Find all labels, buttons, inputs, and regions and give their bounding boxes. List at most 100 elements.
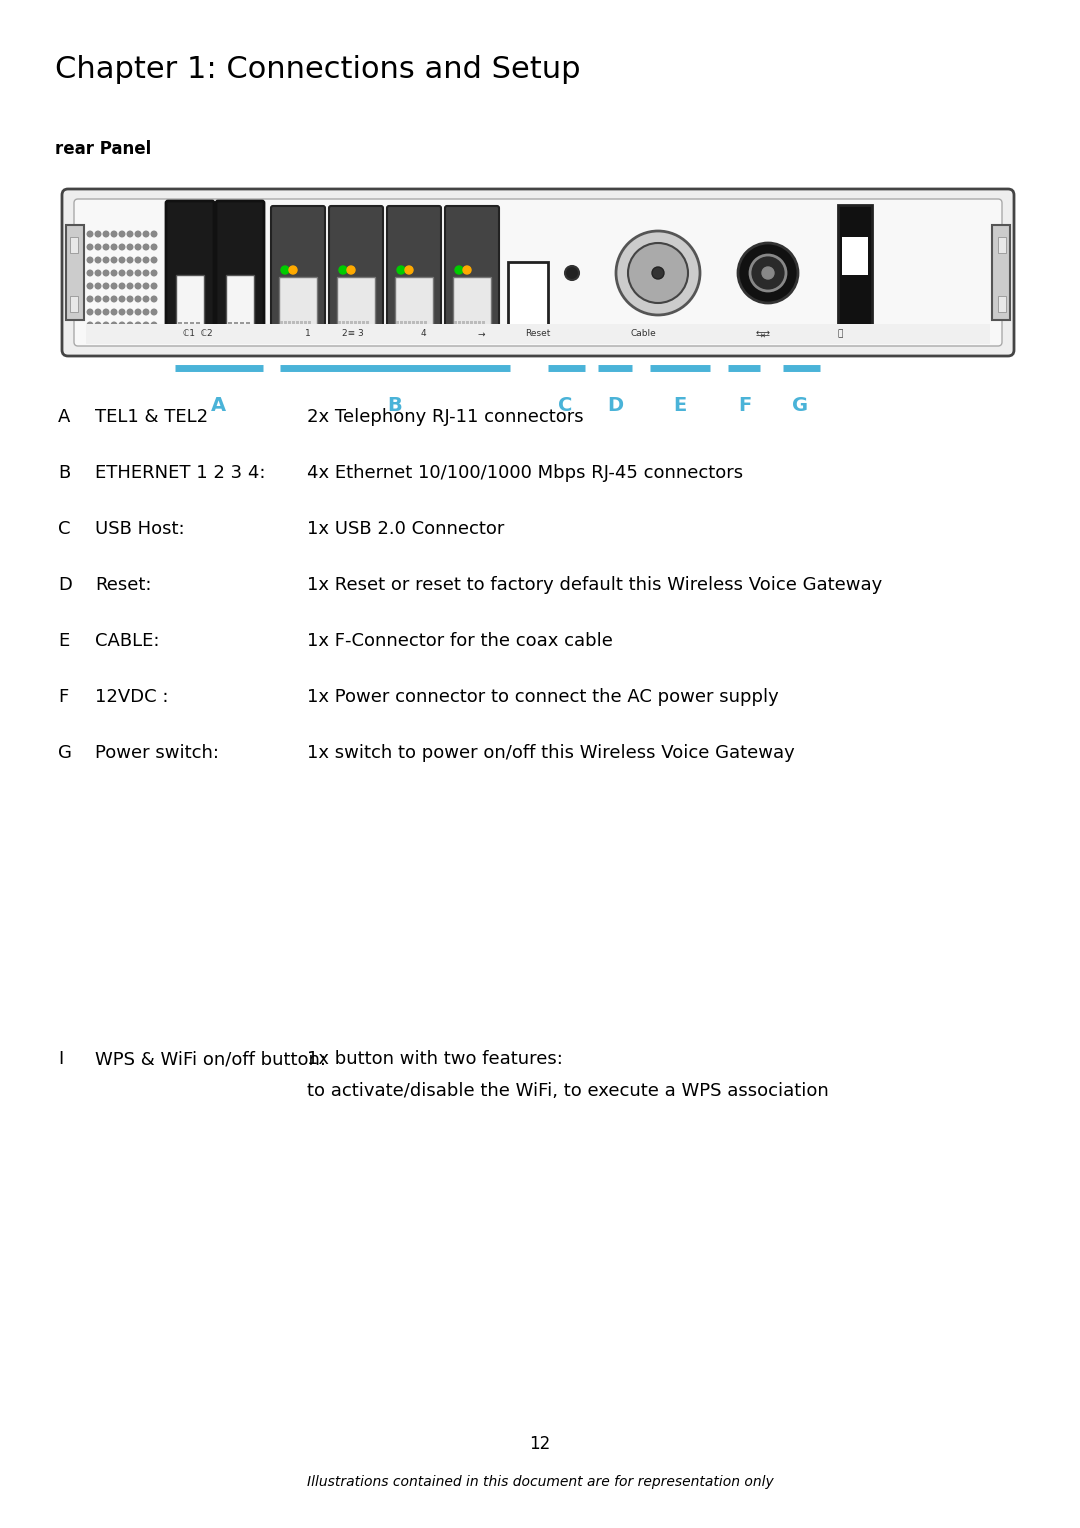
FancyBboxPatch shape	[62, 189, 1014, 356]
Bar	[474, 321, 477, 329]
Bar	[416, 321, 419, 329]
Text: E: E	[58, 633, 69, 649]
Circle shape	[144, 283, 149, 289]
Bar	[350, 321, 353, 329]
Text: B: B	[58, 465, 70, 481]
Text: 4: 4	[420, 330, 426, 339]
Circle shape	[95, 244, 100, 249]
Circle shape	[135, 335, 140, 341]
Circle shape	[111, 244, 117, 249]
Bar	[998, 296, 1005, 312]
Text: F: F	[58, 688, 68, 706]
Bar	[357, 321, 361, 329]
Text: A: A	[211, 396, 226, 416]
Circle shape	[463, 266, 471, 274]
Circle shape	[151, 283, 157, 289]
Circle shape	[151, 322, 157, 329]
Circle shape	[127, 257, 133, 263]
Text: ETHERNET 1 2 3 4:: ETHERNET 1 2 3 4:	[95, 465, 266, 481]
Text: 4x Ethernet 10/100/1000 Mbps RJ-45 connectors: 4x Ethernet 10/100/1000 Mbps RJ-45 conne…	[307, 465, 743, 481]
Circle shape	[652, 267, 664, 280]
Circle shape	[135, 283, 140, 289]
Circle shape	[144, 257, 149, 263]
Text: TEL1 & TEL2: TEL1 & TEL2	[95, 408, 208, 426]
Bar	[462, 321, 465, 329]
Circle shape	[119, 270, 125, 275]
Bar	[308, 321, 311, 329]
Text: ℂ1  ℂ2: ℂ1 ℂ2	[184, 330, 213, 339]
Bar	[176, 275, 204, 330]
Circle shape	[616, 231, 700, 315]
Bar	[424, 321, 427, 329]
Text: 1x button with two features:: 1x button with two features:	[307, 1050, 563, 1068]
Bar	[395, 277, 433, 327]
Bar	[842, 237, 868, 275]
Text: WPS & WiFi on/off button:: WPS & WiFi on/off button:	[95, 1050, 326, 1068]
Circle shape	[95, 309, 100, 315]
Circle shape	[127, 309, 133, 315]
Text: Reset:: Reset:	[95, 576, 151, 594]
Bar	[178, 322, 183, 332]
Circle shape	[127, 335, 133, 341]
Bar	[366, 321, 369, 329]
Circle shape	[289, 266, 297, 274]
Bar	[246, 322, 249, 332]
Text: 2≡ 3: 2≡ 3	[342, 330, 364, 339]
Circle shape	[87, 231, 93, 237]
Circle shape	[111, 283, 117, 289]
Text: →: →	[477, 330, 485, 339]
Circle shape	[119, 283, 125, 289]
Circle shape	[151, 270, 157, 275]
Circle shape	[151, 231, 157, 237]
Circle shape	[151, 309, 157, 315]
Bar	[234, 322, 238, 332]
Circle shape	[87, 322, 93, 329]
FancyBboxPatch shape	[387, 206, 441, 338]
Circle shape	[144, 296, 149, 303]
Text: Cable: Cable	[630, 330, 656, 339]
Bar	[346, 321, 349, 329]
Circle shape	[135, 296, 140, 303]
Bar	[292, 321, 295, 329]
Circle shape	[104, 322, 109, 329]
Circle shape	[127, 231, 133, 237]
Text: rear Panel: rear Panel	[55, 141, 151, 157]
Text: 12VDC :: 12VDC :	[95, 688, 168, 706]
Bar	[280, 321, 283, 329]
Text: 1x Reset or reset to factory default this Wireless Voice Gateway: 1x Reset or reset to factory default thi…	[307, 576, 882, 594]
Circle shape	[750, 255, 786, 290]
Circle shape	[87, 283, 93, 289]
Bar	[66, 225, 84, 319]
Circle shape	[87, 270, 93, 275]
Text: CABLE:: CABLE:	[95, 633, 160, 649]
Circle shape	[397, 266, 405, 274]
Bar	[226, 275, 254, 330]
Bar	[296, 321, 299, 329]
Circle shape	[87, 296, 93, 303]
Text: 12: 12	[529, 1435, 551, 1453]
Bar	[400, 321, 403, 329]
Bar	[508, 261, 548, 332]
Text: 1x F-Connector for the coax cable: 1x F-Connector for the coax cable	[307, 633, 612, 649]
Circle shape	[111, 231, 117, 237]
Text: D: D	[58, 576, 72, 594]
Circle shape	[95, 231, 100, 237]
Circle shape	[127, 283, 133, 289]
Text: G: G	[792, 396, 808, 416]
Bar	[453, 277, 491, 327]
Text: C: C	[58, 520, 70, 538]
Circle shape	[111, 296, 117, 303]
Text: G: G	[58, 744, 72, 762]
Circle shape	[144, 309, 149, 315]
Bar	[279, 277, 318, 327]
Circle shape	[127, 322, 133, 329]
Bar	[998, 237, 1005, 254]
Text: 1x USB 2.0 Connector: 1x USB 2.0 Connector	[307, 520, 504, 538]
Text: ⇆⇄: ⇆⇄	[756, 330, 770, 339]
Bar	[458, 321, 461, 329]
Bar	[303, 321, 307, 329]
Bar	[300, 321, 303, 329]
Text: 1x Power connector to connect the AC power supply: 1x Power connector to connect the AC pow…	[307, 688, 779, 706]
Text: E: E	[673, 396, 687, 416]
Circle shape	[104, 244, 109, 249]
